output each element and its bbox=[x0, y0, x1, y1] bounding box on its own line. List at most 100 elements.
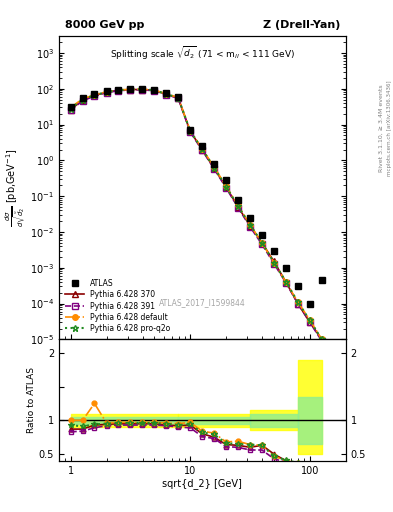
Pythia 6.428 391 bbox=[128, 87, 133, 93]
ATLAS bbox=[164, 90, 169, 96]
ATLAS bbox=[248, 215, 252, 221]
Pythia 6.428 pro-q2o bbox=[128, 87, 133, 93]
Pythia 6.428 pro-q2o bbox=[200, 146, 204, 152]
Pythia 6.428 370 bbox=[224, 184, 228, 190]
Pythia 6.428 370 bbox=[152, 88, 157, 94]
Pythia 6.428 default bbox=[140, 86, 145, 92]
Y-axis label: $\frac{d\sigma}{d\sqrt{\tilde{d}_2}}$ [pb,GeV$^{-1}$]: $\frac{d\sigma}{d\sqrt{\tilde{d}_2}}$ [p… bbox=[4, 148, 27, 227]
ATLAS bbox=[212, 161, 217, 167]
Pythia 6.428 391 bbox=[104, 90, 109, 96]
Pythia 6.428 391 bbox=[116, 88, 121, 94]
Pythia 6.428 default bbox=[176, 94, 180, 100]
Pythia 6.428 default bbox=[224, 183, 228, 189]
Pythia 6.428 370 bbox=[320, 336, 324, 343]
Pythia 6.428 370 bbox=[92, 92, 97, 98]
Pythia 6.428 370 bbox=[140, 87, 145, 93]
Pythia 6.428 391 bbox=[283, 280, 288, 286]
Pythia 6.428 default bbox=[152, 87, 157, 93]
ATLAS bbox=[68, 104, 73, 111]
Pythia 6.428 391 bbox=[164, 92, 169, 98]
Pythia 6.428 default bbox=[116, 87, 121, 93]
Pythia 6.428 default bbox=[296, 299, 300, 305]
Text: mcplots.cern.ch [arXiv:1306.3436]: mcplots.cern.ch [arXiv:1306.3436] bbox=[387, 80, 391, 176]
Pythia 6.428 370 bbox=[260, 240, 264, 246]
Pythia 6.428 391 bbox=[296, 301, 300, 307]
Pythia 6.428 default bbox=[272, 260, 276, 266]
Line: Pythia 6.428 default: Pythia 6.428 default bbox=[68, 87, 325, 342]
Pythia 6.428 370 bbox=[128, 87, 133, 93]
Pythia 6.428 391 bbox=[92, 93, 97, 99]
Pythia 6.428 default bbox=[92, 92, 97, 98]
Pythia 6.428 default bbox=[104, 89, 109, 95]
Pythia 6.428 pro-q2o bbox=[92, 92, 97, 98]
Pythia 6.428 391 bbox=[188, 129, 193, 135]
ATLAS bbox=[104, 88, 109, 94]
Line: Pythia 6.428 pro-q2o: Pythia 6.428 pro-q2o bbox=[67, 86, 325, 343]
Text: Rivet 3.1.10, ≥ 3.4M events: Rivet 3.1.10, ≥ 3.4M events bbox=[379, 84, 384, 172]
Pythia 6.428 pro-q2o bbox=[176, 95, 180, 101]
Pythia 6.428 391 bbox=[152, 88, 157, 94]
Y-axis label: Ratio to ATLAS: Ratio to ATLAS bbox=[27, 367, 36, 433]
ATLAS bbox=[224, 177, 228, 183]
ATLAS bbox=[140, 86, 145, 92]
Pythia 6.428 370 bbox=[283, 279, 288, 285]
Pythia 6.428 391 bbox=[224, 185, 228, 191]
ATLAS bbox=[296, 284, 300, 290]
Pythia 6.428 default bbox=[320, 336, 324, 343]
Pythia 6.428 default bbox=[236, 202, 241, 208]
Pythia 6.428 default bbox=[128, 86, 133, 92]
ATLAS bbox=[128, 86, 133, 92]
Pythia 6.428 370 bbox=[164, 91, 169, 97]
Pythia 6.428 370 bbox=[307, 319, 312, 325]
Pythia 6.428 391 bbox=[80, 98, 85, 104]
ATLAS bbox=[200, 143, 204, 149]
Pythia 6.428 370 bbox=[188, 128, 193, 134]
Pythia 6.428 370 bbox=[272, 259, 276, 265]
X-axis label: sqrt{d_2} [GeV]: sqrt{d_2} [GeV] bbox=[162, 478, 242, 489]
Line: Pythia 6.428 391: Pythia 6.428 391 bbox=[68, 87, 325, 344]
Pythia 6.428 pro-q2o bbox=[188, 128, 193, 134]
Pythia 6.428 391 bbox=[272, 261, 276, 267]
Line: ATLAS: ATLAS bbox=[67, 86, 325, 307]
Pythia 6.428 default bbox=[260, 240, 264, 246]
Text: 8000 GeV pp: 8000 GeV pp bbox=[65, 20, 144, 30]
ATLAS bbox=[92, 91, 97, 97]
Pythia 6.428 pro-q2o bbox=[224, 183, 228, 189]
Pythia 6.428 370 bbox=[296, 301, 300, 307]
Pythia 6.428 default bbox=[164, 91, 169, 97]
Pythia 6.428 pro-q2o bbox=[152, 87, 157, 93]
Pythia 6.428 pro-q2o bbox=[307, 317, 312, 324]
Pythia 6.428 370 bbox=[176, 95, 180, 101]
Pythia 6.428 370 bbox=[212, 165, 217, 172]
Pythia 6.428 pro-q2o bbox=[68, 105, 73, 112]
Pythia 6.428 391 bbox=[200, 147, 204, 154]
Pythia 6.428 391 bbox=[320, 338, 324, 344]
Pythia 6.428 pro-q2o bbox=[140, 87, 145, 93]
ATLAS bbox=[176, 94, 180, 100]
Pythia 6.428 pro-q2o bbox=[296, 299, 300, 305]
Pythia 6.428 391 bbox=[140, 87, 145, 93]
Pythia 6.428 370 bbox=[68, 106, 73, 113]
ATLAS bbox=[260, 232, 264, 239]
ATLAS bbox=[80, 95, 85, 101]
Text: Z (Drell-Yan): Z (Drell-Yan) bbox=[263, 20, 340, 30]
Pythia 6.428 default bbox=[212, 164, 217, 170]
Pythia 6.428 default bbox=[307, 317, 312, 323]
Pythia 6.428 pro-q2o bbox=[283, 279, 288, 285]
Legend: ATLAS, Pythia 6.428 370, Pythia 6.428 391, Pythia 6.428 default, Pythia 6.428 pr: ATLAS, Pythia 6.428 370, Pythia 6.428 39… bbox=[63, 277, 173, 335]
Pythia 6.428 pro-q2o bbox=[164, 91, 169, 97]
Pythia 6.428 370 bbox=[116, 88, 121, 94]
ATLAS bbox=[307, 301, 312, 307]
Pythia 6.428 391 bbox=[236, 204, 241, 210]
ATLAS bbox=[188, 127, 193, 133]
ATLAS bbox=[116, 87, 121, 93]
Pythia 6.428 pro-q2o bbox=[116, 87, 121, 93]
Pythia 6.428 pro-q2o bbox=[260, 240, 264, 246]
Text: Splitting scale $\sqrt{d_2}$ (71 < m$_{ll}$ < 111 GeV): Splitting scale $\sqrt{d_2}$ (71 < m$_{l… bbox=[110, 45, 295, 62]
Text: ATLAS_2017_I1599844: ATLAS_2017_I1599844 bbox=[159, 298, 246, 308]
Pythia 6.428 pro-q2o bbox=[80, 96, 85, 102]
Pythia 6.428 370 bbox=[200, 146, 204, 153]
Pythia 6.428 default bbox=[200, 146, 204, 152]
Pythia 6.428 pro-q2o bbox=[320, 336, 324, 343]
ATLAS bbox=[283, 265, 288, 271]
